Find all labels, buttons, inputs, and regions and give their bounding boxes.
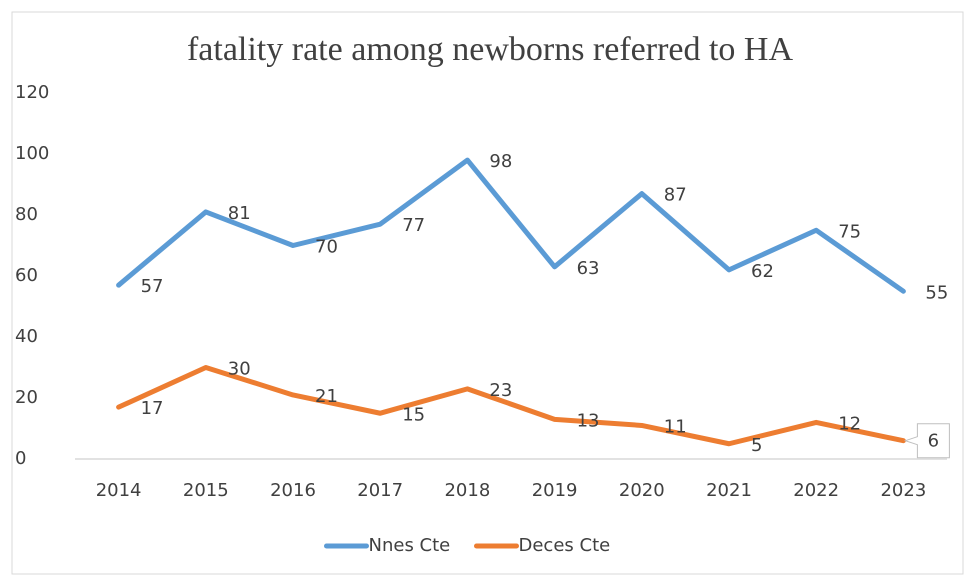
chart-title: fatality rate among newborns referred to…: [187, 31, 794, 68]
x-tick-label: 2016: [270, 480, 316, 501]
data-label: 6: [928, 431, 939, 452]
chart-border: [11, 11, 964, 575]
data-label: 13: [577, 410, 600, 431]
x-tick-label: 2017: [357, 480, 403, 501]
series-line: [116, 365, 906, 447]
x-tick-label: 2019: [532, 480, 578, 501]
legend-label: Nnes Cte: [369, 535, 451, 556]
data-label: 12: [838, 413, 861, 434]
data-label: 57: [141, 276, 164, 297]
data-label: 70: [315, 237, 338, 258]
data-label: 75: [838, 221, 861, 242]
y-tick-label: 20: [15, 387, 38, 408]
data-label: 81: [228, 203, 251, 224]
x-tick-label: 2018: [444, 480, 490, 501]
series-line: [116, 157, 906, 294]
data-label: 62: [751, 261, 774, 282]
data-label: 15: [402, 404, 425, 425]
y-tick-label: 100: [15, 143, 49, 164]
data-label: 63: [577, 258, 600, 279]
legend-label: Deces Cte: [519, 535, 611, 556]
data-label: 98: [489, 151, 512, 172]
y-tick-label: 120: [15, 82, 49, 103]
callout-box: [903, 423, 950, 459]
data-label: 17: [141, 398, 164, 419]
data-label: 77: [402, 215, 425, 236]
x-tick-label: 2015: [183, 480, 229, 501]
x-tick-label: 2021: [706, 480, 752, 501]
y-tick-label: 60: [15, 265, 38, 286]
x-tick-label: 2022: [793, 480, 839, 501]
y-tick-label: 40: [15, 326, 38, 347]
data-label: 55: [925, 282, 948, 303]
data-label: 30: [228, 359, 251, 380]
data-label: 21: [315, 386, 338, 407]
data-label: 87: [664, 185, 687, 206]
data-label: 23: [489, 380, 512, 401]
data-label: 5: [751, 435, 762, 456]
y-tick-label: 0: [15, 448, 26, 469]
data-label: 11: [664, 416, 687, 437]
x-tick-label: 2014: [96, 480, 142, 501]
x-tick-label: 2023: [880, 480, 926, 501]
x-tick-label: 2020: [619, 480, 665, 501]
y-tick-label: 80: [15, 204, 38, 225]
